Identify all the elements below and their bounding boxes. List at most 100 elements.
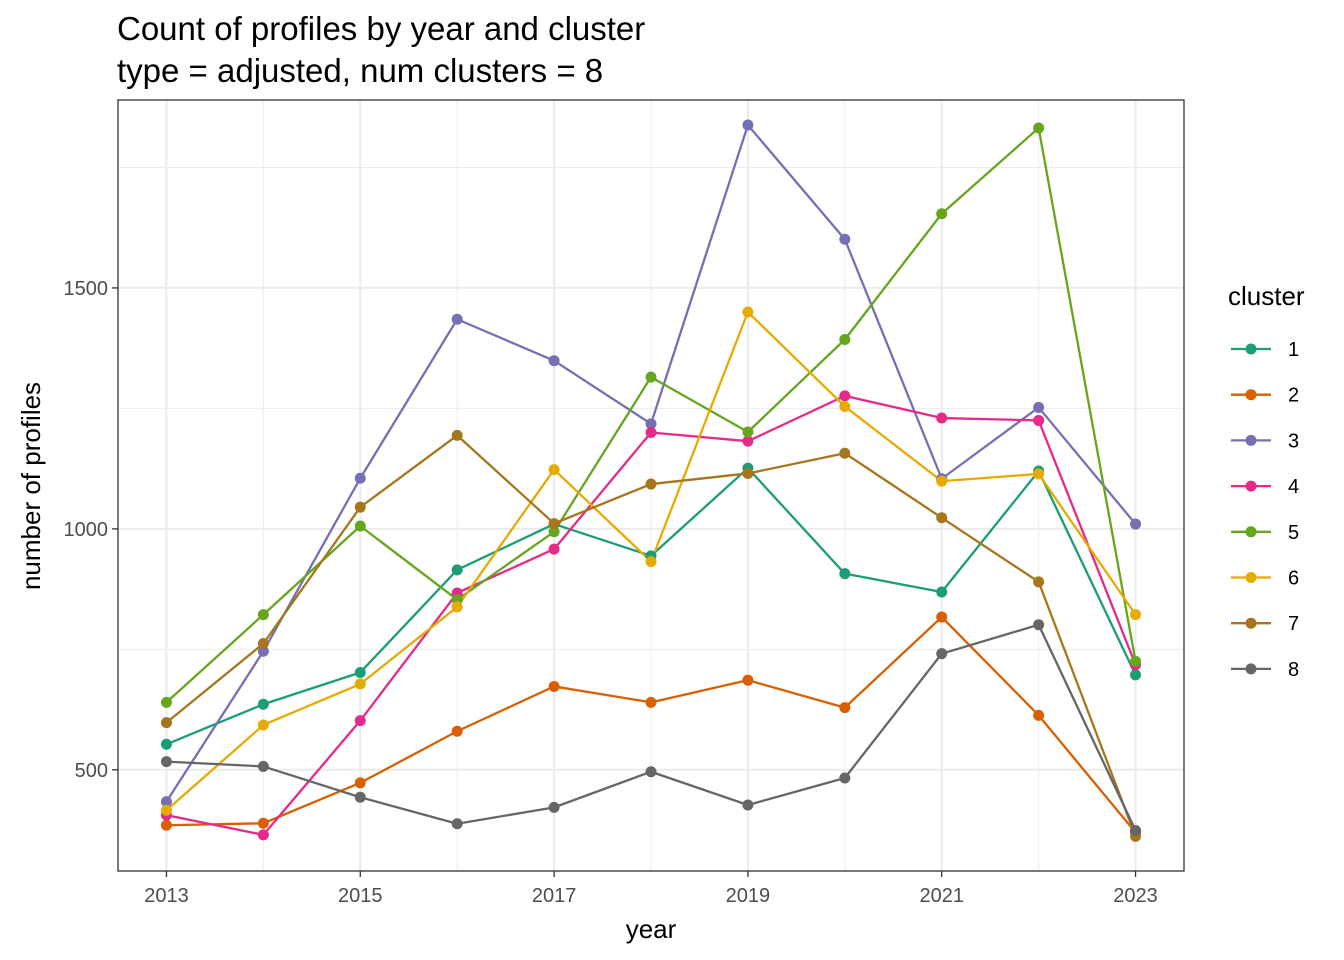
x-tick-label: 2019	[726, 885, 771, 907]
data-point-cluster-8	[742, 799, 754, 811]
data-point-cluster-6	[1033, 468, 1045, 480]
data-point-cluster-1	[354, 666, 366, 678]
legend-label-cluster-1: 1	[1288, 339, 1299, 361]
data-point-cluster-1	[839, 568, 851, 580]
data-point-cluster-7	[839, 447, 851, 459]
y-axis: 500 1000 1500	[64, 278, 118, 782]
data-point-cluster-5	[257, 609, 269, 621]
data-point-cluster-5	[1033, 122, 1045, 134]
data-point-cluster-5	[354, 520, 366, 532]
x-tick-label: 2021	[919, 885, 964, 907]
legend-key-point-cluster-2	[1245, 389, 1257, 401]
x-tick-label: 2017	[532, 885, 577, 907]
data-point-cluster-2	[839, 702, 851, 714]
data-point-cluster-7	[645, 478, 657, 490]
data-point-cluster-5	[548, 526, 560, 538]
chart-subtitle: type = adjusted, num clusters = 8	[117, 52, 603, 89]
data-point-cluster-7	[742, 467, 754, 479]
data-point-cluster-1	[1130, 669, 1142, 681]
data-point-cluster-2	[936, 611, 948, 623]
data-point-cluster-4	[645, 426, 657, 438]
y-tick-label: 1500	[64, 278, 109, 300]
data-point-cluster-6	[160, 804, 172, 816]
data-point-cluster-6	[936, 475, 948, 487]
data-point-cluster-3	[1033, 401, 1045, 413]
data-point-cluster-4	[936, 412, 948, 424]
data-point-cluster-2	[548, 680, 560, 692]
x-tick-label: 2013	[144, 885, 189, 907]
data-point-cluster-8	[160, 756, 172, 768]
data-point-cluster-7	[548, 518, 560, 530]
data-point-cluster-4	[839, 390, 851, 402]
data-point-cluster-8	[257, 760, 269, 772]
data-point-cluster-7	[354, 501, 366, 513]
data-point-cluster-6	[1130, 609, 1142, 621]
legend-label-cluster-2: 2	[1288, 385, 1299, 407]
legend-label-cluster-8: 8	[1288, 659, 1299, 681]
x-tick-label: 2023	[1113, 885, 1158, 907]
data-point-cluster-2	[451, 725, 463, 737]
data-point-cluster-3	[742, 119, 754, 131]
data-point-cluster-2	[257, 817, 269, 829]
x-axis-title: year	[626, 914, 677, 944]
data-point-cluster-5	[839, 333, 851, 345]
data-point-cluster-4	[354, 715, 366, 727]
legend-label-cluster-5: 5	[1288, 522, 1299, 544]
data-point-cluster-2	[1033, 709, 1045, 721]
y-tick-label: 1000	[64, 519, 109, 541]
data-point-cluster-8	[354, 791, 366, 803]
data-point-cluster-1	[257, 698, 269, 710]
legend-key-point-cluster-7	[1245, 617, 1257, 629]
data-point-cluster-8	[548, 801, 560, 813]
data-point-cluster-7	[451, 429, 463, 441]
data-point-cluster-8	[936, 648, 948, 660]
data-point-cluster-7	[1033, 576, 1045, 588]
legend-label-cluster-7: 7	[1288, 613, 1299, 635]
data-point-cluster-4	[742, 435, 754, 447]
legend-title: cluster	[1228, 281, 1305, 311]
legend-key-point-cluster-4	[1245, 480, 1257, 492]
data-point-cluster-4	[1033, 414, 1045, 426]
y-tick-label: 500	[75, 760, 108, 782]
legend: 1 2 3 4 5 6 7 8	[1231, 339, 1299, 681]
x-axis: 2013 2015 2017 2019 2021 2023	[144, 871, 1158, 907]
data-point-cluster-3	[354, 472, 366, 484]
data-point-cluster-8	[1033, 619, 1045, 631]
data-point-cluster-7	[257, 638, 269, 650]
data-point-cluster-3	[548, 355, 560, 367]
data-point-cluster-3	[645, 418, 657, 430]
data-point-cluster-4	[548, 543, 560, 555]
data-point-cluster-7	[936, 512, 948, 524]
data-point-cluster-8	[451, 818, 463, 830]
data-point-cluster-6	[548, 464, 560, 476]
data-point-cluster-4	[257, 829, 269, 841]
legend-key-point-cluster-5	[1245, 526, 1257, 538]
data-point-cluster-3	[1130, 518, 1142, 530]
data-point-cluster-5	[160, 696, 172, 708]
legend-label-cluster-3: 3	[1288, 430, 1299, 452]
data-point-cluster-6	[354, 678, 366, 690]
x-tick-label: 2015	[338, 885, 383, 907]
data-point-cluster-5	[1130, 655, 1142, 667]
legend-label-cluster-4: 4	[1288, 476, 1299, 498]
data-point-cluster-2	[645, 696, 657, 708]
data-point-cluster-6	[839, 400, 851, 412]
data-point-cluster-3	[839, 233, 851, 245]
data-point-cluster-1	[451, 564, 463, 576]
y-axis-title: number of profiles	[16, 382, 46, 590]
data-point-cluster-1	[936, 586, 948, 598]
data-point-cluster-5	[742, 426, 754, 438]
legend-key-point-cluster-8	[1245, 663, 1257, 675]
chart-title: Count of profiles by year and cluster	[117, 10, 645, 47]
data-point-cluster-7	[160, 717, 172, 729]
data-point-cluster-2	[742, 674, 754, 686]
data-point-cluster-3	[257, 645, 269, 657]
data-point-cluster-8	[1130, 825, 1142, 837]
data-point-cluster-6	[257, 719, 269, 731]
data-point-cluster-5	[936, 208, 948, 220]
data-point-cluster-6	[451, 601, 463, 613]
plot-border	[117, 99, 1185, 872]
legend-key-point-cluster-3	[1245, 434, 1257, 446]
data-point-cluster-6	[742, 306, 754, 318]
